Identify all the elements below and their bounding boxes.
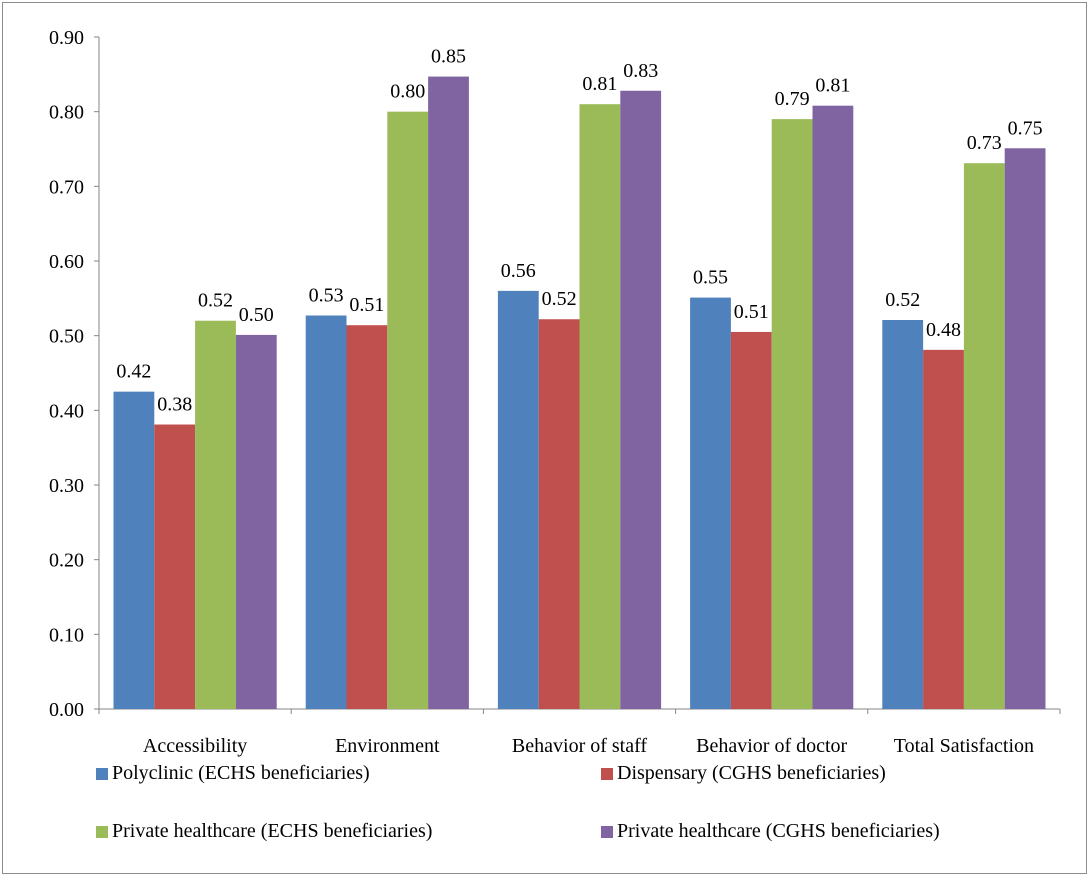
bar: [154, 424, 196, 709]
legend-label: Private healthcare (CGHS beneficiaries): [617, 820, 940, 842]
data-label: 0.42: [116, 361, 151, 383]
bar: [235, 334, 277, 709]
data-label: 0.56: [501, 260, 536, 282]
legend-item-private-cghs: Private healthcare (CGHS beneficiaries): [601, 820, 940, 843]
legend-item-polyclinic-echs: Polyclinic (ECHS beneficiaries): [96, 762, 370, 785]
legend-swatch-icon: [96, 825, 108, 838]
legend-swatch-icon: [601, 767, 613, 780]
y-tick-label: 0.00: [49, 699, 84, 721]
bar: [882, 319, 924, 709]
data-label: 0.73: [967, 132, 1002, 154]
bar: [195, 320, 236, 709]
data-label: 0.52: [198, 290, 233, 312]
x-tick-label: Accessibility: [143, 735, 247, 757]
legend-label: Dispensary (CGHS beneficiaries): [617, 762, 886, 784]
data-label: 0.81: [582, 73, 617, 95]
y-tick-label: 0.10: [49, 624, 84, 646]
bar: [730, 331, 772, 709]
data-label: 0.80: [390, 81, 425, 103]
legend-swatch-icon: [601, 825, 613, 838]
y-tick-label: 0.20: [49, 550, 84, 572]
bar: [113, 391, 155, 709]
y-tick-label: 0.40: [49, 400, 84, 422]
bar: [428, 76, 469, 709]
data-label: 0.79: [775, 88, 810, 110]
x-tick-label: Behavior of doctor: [696, 735, 847, 757]
legend-label: Polyclinic (ECHS beneficiaries): [112, 762, 370, 784]
bar: [1004, 148, 1046, 710]
y-tick-label: 0.90: [49, 27, 84, 49]
bar: [497, 290, 539, 709]
y-tick-label: 0.30: [49, 475, 84, 497]
data-label: 0.50: [239, 304, 274, 326]
bar: [690, 297, 731, 709]
data-label: 0.48: [926, 319, 961, 341]
data-label: 0.51: [349, 294, 384, 316]
bar: [346, 325, 388, 709]
legend-label: Private healthcare (ECHS beneficiaries): [112, 820, 433, 842]
data-label: 0.83: [623, 60, 658, 82]
bar: [387, 111, 429, 709]
data-label: 0.81: [815, 75, 850, 97]
bar: [538, 319, 580, 709]
bar: [963, 163, 1005, 710]
legend-swatch-icon: [96, 767, 108, 780]
y-tick-label: 0.50: [49, 326, 84, 348]
bar: [579, 104, 621, 709]
x-tick-label: Environment: [335, 735, 440, 757]
data-label: 0.52: [885, 289, 920, 311]
y-tick-label: 0.80: [49, 102, 84, 124]
y-tick-label: 0.70: [49, 176, 84, 198]
data-label: 0.51: [734, 301, 769, 323]
bar: [305, 315, 347, 709]
data-label: 0.75: [1008, 117, 1043, 139]
x-tick-label: Behavior of staff: [512, 735, 647, 757]
bar: [923, 349, 964, 709]
y-tick-label: 0.60: [49, 251, 84, 273]
data-label: 0.38: [157, 394, 192, 416]
data-label: 0.85: [431, 46, 466, 68]
data-label: 0.55: [693, 267, 728, 289]
bar: [620, 90, 662, 709]
data-label: 0.53: [309, 285, 344, 307]
legend-item-private-echs: Private healthcare (ECHS beneficiaries): [96, 820, 432, 843]
bar: [771, 119, 813, 710]
legend-item-dispensary-cghs: Dispensary (CGHS beneficiaries): [601, 762, 886, 785]
data-label: 0.52: [542, 288, 577, 310]
x-tick-label: Total Satisfaction: [894, 735, 1034, 757]
bar: [812, 105, 854, 709]
